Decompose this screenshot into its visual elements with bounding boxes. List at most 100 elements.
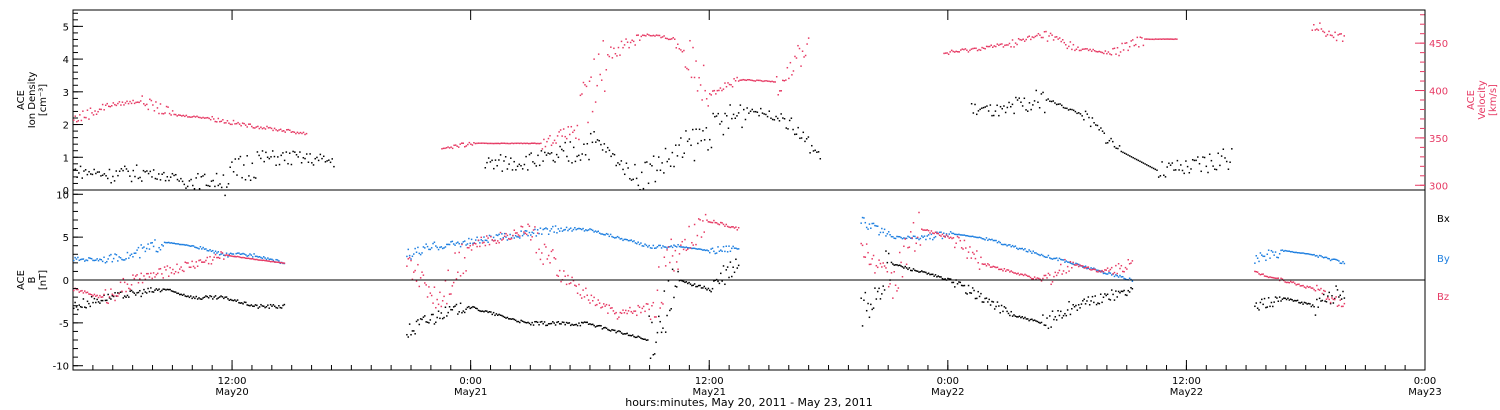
bz-series-point	[92, 295, 94, 297]
velocity-series-point	[1100, 51, 1102, 53]
velocity-series-point	[520, 142, 522, 144]
velocity-series-point	[486, 142, 489, 145]
velocity-series-point	[950, 49, 953, 52]
bx-series-point	[1049, 315, 1051, 317]
velocity-series-point	[1096, 51, 1099, 53]
bx-series-point	[912, 268, 915, 270]
bz-series-point	[677, 268, 679, 270]
velocity-series-point	[993, 45, 996, 47]
by-series-point	[117, 260, 119, 262]
bx-series-point	[195, 295, 198, 298]
by-series-point	[1027, 251, 1029, 253]
density-series-point	[1037, 101, 1039, 104]
by-series-point	[614, 237, 616, 239]
by-series-point	[1002, 243, 1004, 246]
bx-series-point	[75, 306, 78, 308]
by-series-point	[447, 243, 449, 246]
velocity-series-point	[241, 122, 244, 124]
density-series-point	[1214, 168, 1216, 170]
density-series-point	[537, 154, 539, 157]
velocity-series-point	[658, 34, 661, 37]
by-series-point	[1042, 254, 1044, 257]
density-series-point	[783, 118, 786, 120]
bz-series-point	[619, 311, 622, 314]
velocity-series-point	[596, 84, 598, 87]
bx-series-point	[927, 272, 930, 274]
by-series-point	[677, 243, 679, 246]
density-series-point	[333, 165, 335, 168]
bz-series-point	[174, 270, 177, 273]
bx-series-point	[156, 289, 159, 291]
density-series-point	[532, 161, 534, 163]
bx-series-point	[439, 317, 441, 320]
by-series-point	[468, 237, 470, 240]
bx-series-point	[130, 289, 133, 292]
velocity-series-point	[750, 79, 752, 81]
by-series-point	[682, 246, 685, 248]
velocity-series-point	[807, 37, 810, 39]
bottom-ylabel-line2: B	[27, 276, 38, 283]
by-series-point	[598, 232, 601, 234]
velocity-series-point	[107, 105, 110, 108]
velocity-series-point	[1034, 35, 1037, 38]
density-series-point	[1103, 132, 1106, 134]
bz-series-point	[1054, 271, 1057, 274]
bz-series-point	[126, 283, 129, 285]
bx-series-point	[435, 321, 437, 324]
velocity-series-point	[515, 142, 518, 145]
bz-series-point	[150, 272, 152, 275]
by-series-point	[1000, 243, 1003, 246]
bz-series-point	[715, 222, 718, 224]
density-series-point	[666, 160, 668, 163]
bz-series-point	[78, 291, 81, 293]
bz-series-point	[655, 316, 657, 318]
bx-series-point	[707, 287, 710, 290]
bx-series-point	[655, 341, 657, 344]
xtick-date-0: May20	[215, 387, 248, 398]
density-series-point	[176, 178, 179, 181]
bx-series-point	[495, 313, 498, 315]
bx-series-point	[258, 306, 261, 308]
density-series-point	[819, 157, 822, 160]
density-series-point	[1020, 101, 1022, 103]
bx-series-point	[97, 301, 100, 303]
bz-series-point	[1040, 280, 1043, 282]
by-series-point	[1024, 248, 1026, 250]
bx-series-point	[882, 285, 884, 287]
density-series-point	[1009, 105, 1012, 108]
velocity-series-point	[109, 105, 112, 108]
bz-series-point	[868, 263, 871, 266]
bz-series-point	[545, 246, 547, 248]
density-series-point	[231, 161, 233, 163]
bz-series-point	[696, 234, 699, 237]
density-series-point	[1011, 103, 1014, 106]
by-series-point	[100, 258, 103, 261]
density-series-point	[1057, 103, 1060, 105]
bz-series-point	[707, 221, 710, 223]
density-series-point	[698, 128, 701, 131]
velocity-series-point	[473, 141, 475, 144]
density-series-point	[1117, 147, 1119, 150]
by-series-point	[498, 233, 500, 236]
velocity-series-point	[275, 129, 277, 131]
bz-series-point	[951, 237, 953, 240]
bz-series-point	[519, 235, 521, 237]
bz-series-point	[516, 232, 518, 234]
by-series-point	[209, 248, 211, 251]
bx-series-point	[1076, 309, 1079, 311]
density-series-point	[173, 174, 175, 177]
velocity-series-point	[182, 114, 185, 117]
velocity-series-point	[655, 34, 658, 36]
density-series-point	[152, 169, 155, 171]
density-series-point	[549, 153, 551, 155]
by-series-point	[1338, 260, 1340, 262]
velocity-series-point	[1109, 53, 1111, 55]
bz-series-point	[714, 221, 717, 224]
top-ylabel-line3: [cm⁻³]	[38, 84, 49, 116]
bx-series-point	[589, 323, 591, 325]
by-series-point	[1120, 276, 1123, 278]
bz-series-point	[1039, 278, 1041, 281]
bz-series-point	[663, 256, 666, 258]
bx-series-point	[557, 321, 560, 323]
velocity-series-point	[1054, 36, 1056, 38]
